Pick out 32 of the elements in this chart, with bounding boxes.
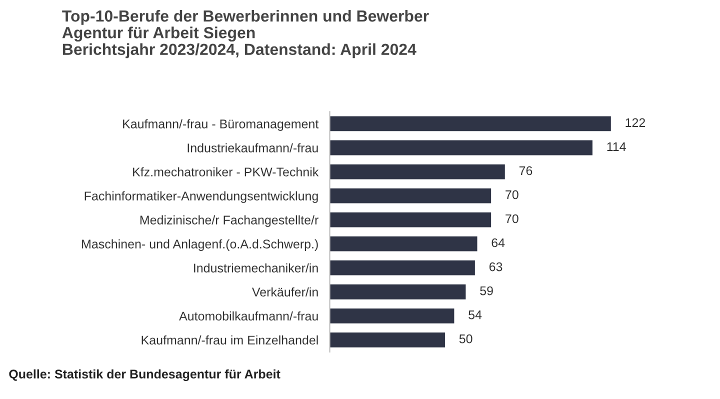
y-tick-label: Kfz.mechatroniker - PKW-Technik bbox=[133, 167, 319, 176]
chart-title: Top-10-Berufe der Bewerberinnen und Bewerber Agentur für Arbeit Siegen Berichtsjahr 2023/2024, Datenstand: April 2024 bbox=[62, 10, 429, 58]
bar bbox=[330, 236, 478, 252]
bar bbox=[330, 332, 445, 348]
data-label: 122 bbox=[626, 118, 646, 127]
y-tick-label: Fachinformatiker-Anwendungsentwicklung bbox=[84, 191, 318, 203]
bar bbox=[330, 284, 466, 300]
y-tick-label: Industriemechaniker/in bbox=[194, 263, 318, 272]
data-label: 63 bbox=[489, 262, 502, 272]
data-label: 50 bbox=[459, 334, 472, 344]
y-tick-label: Kaufmann/-frau - Büromanagement bbox=[123, 119, 319, 131]
bar bbox=[330, 212, 492, 228]
source-note: Quelle: Statistik der Bundesagentur für Arbeit bbox=[9, 369, 280, 382]
data-label: 70 bbox=[506, 190, 518, 200]
y-tick-label: Maschinen- und Anlagenf.(o.A.d.Schwerp.) bbox=[82, 239, 318, 251]
bar bbox=[330, 116, 611, 132]
y-tick-label: Verkäufer/in bbox=[252, 287, 318, 297]
bar bbox=[330, 188, 492, 204]
y-tick-label: Medizinische/r Fachangestellte/r bbox=[140, 215, 318, 227]
data-label: 114 bbox=[607, 142, 626, 151]
data-label: 54 bbox=[468, 310, 482, 320]
y-tick-label: Automobilkaufmann/-frau bbox=[179, 311, 318, 321]
bar bbox=[330, 164, 505, 180]
bar bbox=[330, 140, 592, 156]
y-tick-label: Kaufmann/-frau im Einzelhandel bbox=[142, 335, 318, 345]
data-label: 59 bbox=[480, 286, 493, 296]
data-label: 70 bbox=[506, 214, 518, 224]
data-label: 76 bbox=[519, 166, 532, 176]
y-tick-label: Industriekaufmann/-frau bbox=[188, 143, 318, 152]
bar bbox=[330, 260, 475, 276]
data-label: 64 bbox=[492, 238, 505, 248]
bar bbox=[330, 308, 454, 324]
